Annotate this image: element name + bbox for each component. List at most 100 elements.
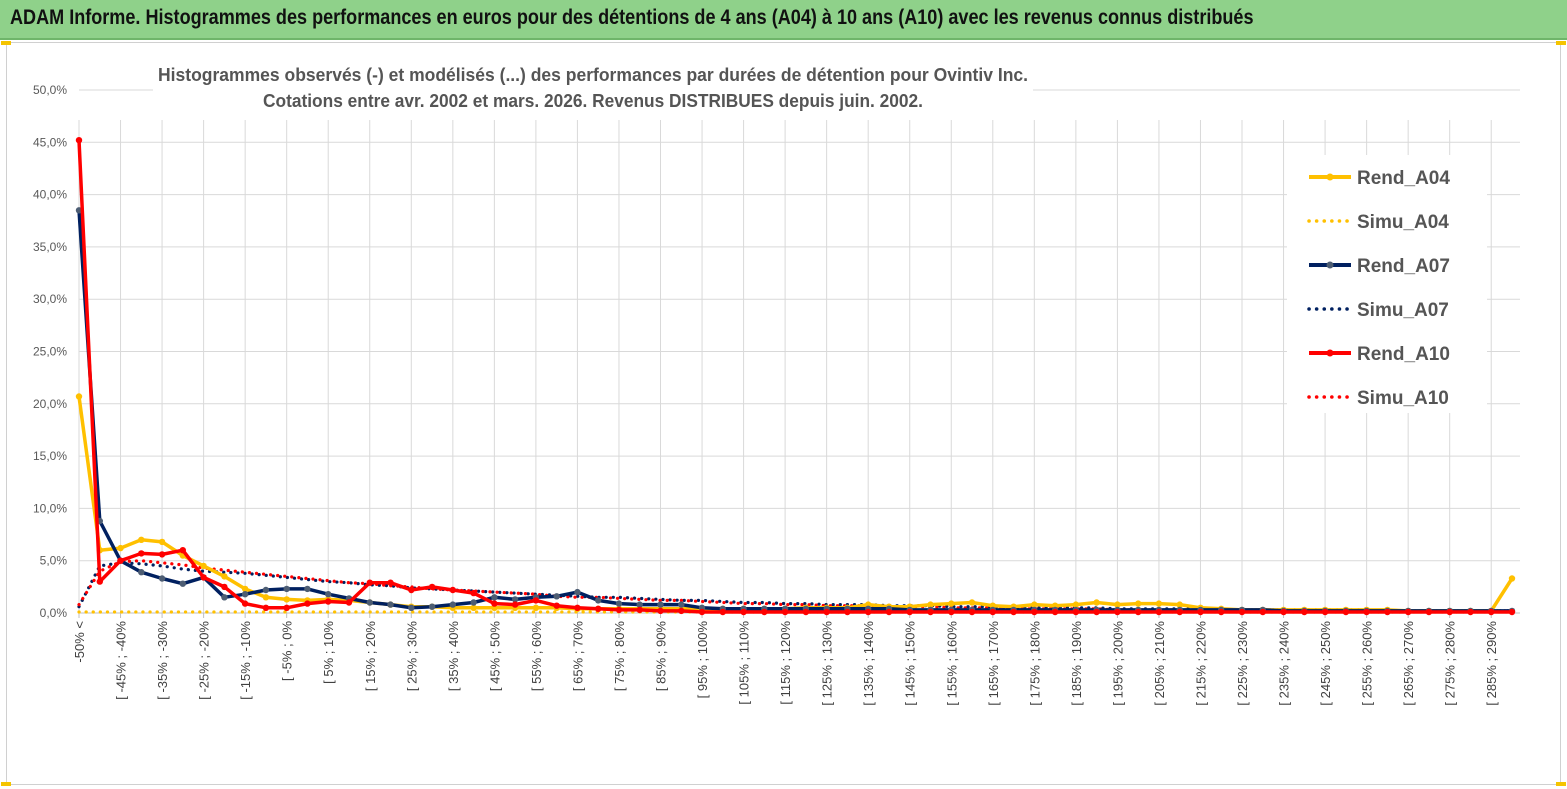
data-point [698,608,706,616]
corner-mark-top-left [1,41,11,45]
data-point [1342,608,1350,616]
data-point [387,601,394,608]
x-tick-label: [ 105% ; 110% [737,621,752,705]
data-point [1238,608,1246,616]
data-point [636,601,643,608]
data-point [262,604,270,611]
legend-marker [1326,173,1334,181]
data-point [595,597,602,604]
x-tick-label: [ -35% ; -30% [155,621,170,700]
data-point [1176,601,1183,608]
data-point [927,608,934,616]
legend: Rend_A04 Simu_A04 Rend_A07 Simu_A07 Rend_A10… [1287,155,1487,413]
data-point [304,600,311,607]
data-point [1114,601,1121,608]
y-tick-label: 40,0% [33,188,67,202]
x-tick-label: [ 25% ; 30% [404,621,419,692]
legend-item-rend-a10: Rend_A10 [1309,344,1450,365]
corner-mark-bottom-right [1556,782,1566,786]
data-point [1259,608,1267,616]
x-tick-label: [ 185% ; 190% [1069,621,1084,706]
y-tick-label: 45,0% [33,135,67,149]
data-point [511,601,519,608]
title-banner: ADAM Informe. Histogrammes des performan… [0,0,1567,40]
data-point [781,608,789,616]
data-point [615,606,623,614]
data-point [574,604,581,611]
y-tick-label: 25,0% [33,345,67,359]
data-point [1031,601,1038,608]
data-point [117,557,124,564]
data-point [1363,608,1370,616]
data-point [1301,608,1308,616]
data-point [283,596,290,603]
data-point [553,593,560,600]
data-point [283,604,290,611]
x-tick-label: [ 85% ; 90% [654,621,669,692]
data-point [1280,608,1287,616]
data-point [262,586,270,594]
data-point [1093,599,1100,606]
x-axis: -50% < [ -45% ; -40% [ -35% ; -30% [ -25% ;… [72,612,1520,706]
x-tick-label: [ 275% ; 280% [1443,621,1458,706]
y-tick-label: 30,0% [33,292,67,306]
line-chart: 0,0% 5,0% 10,0% 15,0% 20,0% 25,0% 30,0% 35,0% 40… [33,57,1520,706]
data-point [408,586,415,594]
legend-label: Simu_A07 [1357,300,1449,321]
legend-marker [1326,261,1334,269]
x-tick-label: [ 55% ; 60% [529,621,544,692]
y-tick-label: 10,0% [33,501,67,515]
series-rend-a04 [75,393,1516,615]
data-point [241,591,249,598]
data-point [678,601,685,608]
x-tick-label: [ -5% ; 0% [280,621,295,681]
x-tick-label: [ 215% ; 220% [1193,621,1208,706]
data-point [75,393,83,400]
data-point [802,608,810,616]
data-point [532,604,540,611]
legend-label: Rend_A04 [1357,168,1450,189]
legend-item-rend-a04: Rend_A04 [1309,168,1450,189]
corner-mark-top-right [1556,41,1566,45]
x-tick-label: [ 135% ; 140% [861,621,876,706]
y-tick-label: 15,0% [33,449,67,463]
data-point [1384,608,1391,616]
data-point [968,608,976,616]
data-point [1425,608,1433,616]
data-point [1446,608,1453,616]
data-point [491,600,498,607]
data-point [75,137,83,144]
data-point [885,608,893,616]
data-point [345,599,353,606]
data-point [574,588,581,596]
x-tick-label: [ -25% ; -20% [197,621,212,700]
x-tick-label: [ 285% ; 290% [1484,621,1499,706]
data-point [1405,608,1412,616]
legend-label: Simu_A10 [1357,388,1449,409]
series-layer [75,137,1516,616]
banner-title: ADAM Informe. Histogrammes des performan… [10,6,1254,29]
legend-label: Rend_A10 [1357,344,1450,365]
data-point [221,573,228,580]
data-point [283,585,290,593]
data-point [532,597,540,604]
data-point [927,601,934,608]
data-point [1031,608,1038,616]
legend-item-simu-a10: Simu_A10 [1307,388,1449,409]
data-point [138,536,145,543]
data-point [1010,608,1017,616]
data-point [1488,608,1495,616]
series-simu-a10 [77,559,1514,613]
data-point [1197,608,1204,616]
x-tick-label: [ 195% ; 200% [1110,621,1125,706]
data-point [117,544,124,552]
data-point [1051,608,1059,616]
data-point [906,608,913,616]
x-tick-label: [ 205% ; 210% [1152,621,1167,706]
data-point [968,599,976,606]
data-point [366,579,373,586]
data-point [553,602,560,609]
data-point [325,598,332,605]
x-tick-label: [ 65% ; 70% [570,621,585,692]
x-tick-label: [ 165% ; 170% [986,621,1001,706]
